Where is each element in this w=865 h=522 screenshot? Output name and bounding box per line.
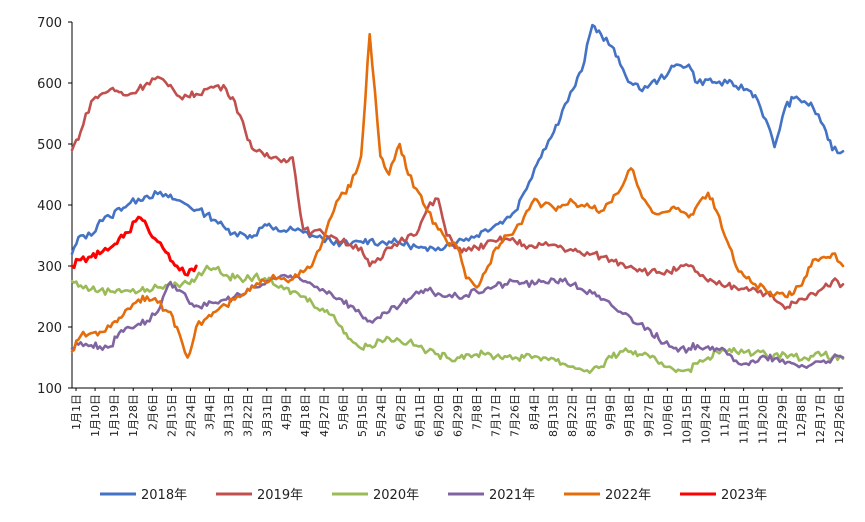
x-tick-label: 8月22日 bbox=[566, 394, 579, 437]
legend-label: 2021年 bbox=[489, 488, 535, 503]
x-axis-labels: 1月1日 1月10日 1月19日 1月28日 2月6日 2月15日 2月24日 3月4日 3月1… bbox=[70, 388, 846, 444]
y-tick-label: 400 bbox=[37, 199, 62, 214]
x-tick-label: 11月2日 bbox=[719, 394, 732, 437]
legend-label: 2019年 bbox=[257, 488, 303, 503]
x-tick-label: 1月19日 bbox=[108, 394, 121, 437]
x-tick-label: 8月31日 bbox=[585, 394, 598, 437]
x-tick-label: 2月24日 bbox=[184, 394, 197, 437]
x-tick-label: 1月1日 bbox=[70, 394, 83, 430]
x-tick-label: 11月20日 bbox=[757, 394, 770, 444]
y-tick-label: 300 bbox=[37, 260, 62, 275]
legend-label: 2023年 bbox=[721, 488, 767, 503]
x-tick-label: 7月8日 bbox=[471, 394, 484, 430]
x-tick-label: 8月13日 bbox=[547, 394, 560, 437]
y-tick-label: 200 bbox=[37, 321, 62, 336]
x-tick-label: 6月20日 bbox=[432, 394, 445, 437]
x-tick-label: 5月24日 bbox=[375, 394, 388, 437]
y-tick-label: 500 bbox=[37, 138, 62, 153]
x-tick-label: 3月13日 bbox=[223, 394, 236, 437]
x-tick-label: 11月11日 bbox=[738, 394, 751, 444]
series-line-3 bbox=[70, 273, 845, 369]
x-tick-label: 6月11日 bbox=[413, 394, 426, 437]
x-tick-label: 12月17日 bbox=[814, 394, 827, 444]
x-tick-label: 12月8日 bbox=[795, 394, 808, 437]
series-line-2 bbox=[70, 264, 845, 374]
x-tick-label: 10月24日 bbox=[699, 394, 712, 444]
y-axis-labels: 100 200 300 400 500 600 700 bbox=[37, 16, 72, 397]
x-tick-label: 4月27日 bbox=[318, 394, 331, 437]
y-tick-label: 700 bbox=[37, 16, 62, 31]
x-tick-label: 5月15日 bbox=[356, 394, 369, 437]
x-tick-label: 1月10日 bbox=[89, 394, 102, 437]
x-tick-label: 1月28日 bbox=[127, 394, 140, 437]
x-tick-label: 4月9日 bbox=[280, 394, 293, 430]
x-tick-label: 11月29日 bbox=[776, 394, 789, 444]
legend-label: 2022年 bbox=[605, 488, 651, 503]
x-tick-label: 6月2日 bbox=[394, 394, 407, 430]
x-tick-label: 9月18日 bbox=[623, 394, 636, 437]
x-tick-label: 10月6日 bbox=[661, 394, 674, 437]
legend-label: 2020年 bbox=[373, 488, 419, 503]
x-tick-label: 3月31日 bbox=[261, 394, 274, 437]
x-tick-label: 2月15日 bbox=[165, 394, 178, 437]
y-tick-label: 100 bbox=[37, 382, 62, 397]
legend: 2018年 2019年 2020年 2021年 2022年 2023年 bbox=[100, 488, 767, 503]
series-line-5 bbox=[70, 215, 198, 277]
x-tick-label: 3月4日 bbox=[204, 394, 217, 430]
series-layer bbox=[70, 23, 845, 374]
y-tick-label: 600 bbox=[37, 77, 62, 92]
x-tick-label: 9月9日 bbox=[604, 394, 617, 430]
series-line-0 bbox=[70, 23, 845, 256]
x-tick-label: 12月26日 bbox=[833, 394, 846, 444]
x-tick-label: 7月26日 bbox=[509, 394, 522, 437]
legend-label: 2018年 bbox=[141, 488, 187, 503]
x-tick-label: 8月4日 bbox=[528, 394, 541, 430]
series-line-4 bbox=[70, 32, 845, 359]
x-tick-label: 7月17日 bbox=[490, 394, 503, 437]
x-tick-label: 3月22日 bbox=[242, 394, 255, 437]
x-tick-label: 5月6日 bbox=[337, 394, 350, 430]
x-tick-label: 6月29日 bbox=[452, 394, 465, 437]
x-tick-label: 9月27日 bbox=[642, 394, 655, 437]
x-tick-label: 10月15日 bbox=[680, 394, 693, 444]
x-tick-label: 2月6日 bbox=[146, 394, 159, 430]
x-tick-label: 4月18日 bbox=[299, 394, 312, 437]
